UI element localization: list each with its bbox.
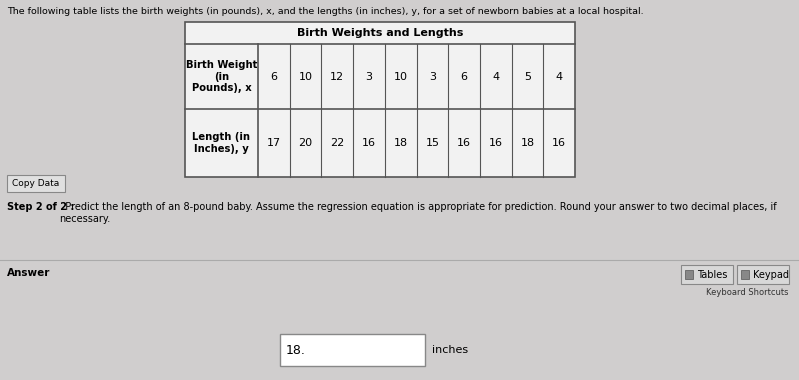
Text: Birth Weight
(in
Pounds), x: Birth Weight (in Pounds), x — [186, 60, 257, 93]
Bar — [7, 175, 65, 192]
Text: 16: 16 — [362, 138, 376, 148]
Bar — [185, 22, 575, 177]
Bar — [685, 270, 693, 279]
Text: 18: 18 — [394, 138, 407, 148]
Text: 22: 22 — [330, 138, 344, 148]
Text: Keypad: Keypad — [753, 269, 789, 280]
Text: Predict the length of an 8-pound baby. Assume the regression equation is appropr: Predict the length of an 8-pound baby. A… — [59, 202, 777, 223]
Text: 5: 5 — [524, 71, 531, 81]
Text: 4: 4 — [492, 71, 499, 81]
Text: 3: 3 — [429, 71, 435, 81]
Text: Step 2 of 2 :: Step 2 of 2 : — [7, 202, 74, 212]
Text: Copy Data: Copy Data — [12, 179, 60, 188]
Text: 3: 3 — [365, 71, 372, 81]
Text: 20: 20 — [299, 138, 312, 148]
Text: 4: 4 — [555, 71, 562, 81]
Text: Length (in
Inches), y: Length (in Inches), y — [193, 132, 251, 154]
Text: Birth Weights and Lengths: Birth Weights and Lengths — [296, 28, 463, 38]
Text: Tables: Tables — [697, 269, 727, 280]
Bar — [741, 270, 749, 279]
Text: 12: 12 — [330, 71, 344, 81]
Text: 16: 16 — [489, 138, 503, 148]
Bar — [681, 265, 733, 284]
Text: 16: 16 — [552, 138, 566, 148]
Text: 6: 6 — [270, 71, 277, 81]
Bar — [280, 334, 425, 366]
Text: 15: 15 — [425, 138, 439, 148]
Text: Keyboard Shortcuts: Keyboard Shortcuts — [706, 288, 789, 297]
Bar — [0, 260, 799, 380]
Text: 10: 10 — [394, 71, 407, 81]
Text: inches: inches — [432, 345, 468, 355]
Text: The following table lists the birth weights (in pounds), x, and the lengths (in : The following table lists the birth weig… — [7, 7, 644, 16]
Text: 17: 17 — [267, 138, 281, 148]
Text: 16: 16 — [457, 138, 471, 148]
Bar — [737, 265, 789, 284]
Text: Answer: Answer — [7, 268, 50, 278]
Text: 10: 10 — [299, 71, 312, 81]
Text: 18.: 18. — [286, 344, 306, 356]
Text: 6: 6 — [460, 71, 467, 81]
Text: 18: 18 — [520, 138, 535, 148]
